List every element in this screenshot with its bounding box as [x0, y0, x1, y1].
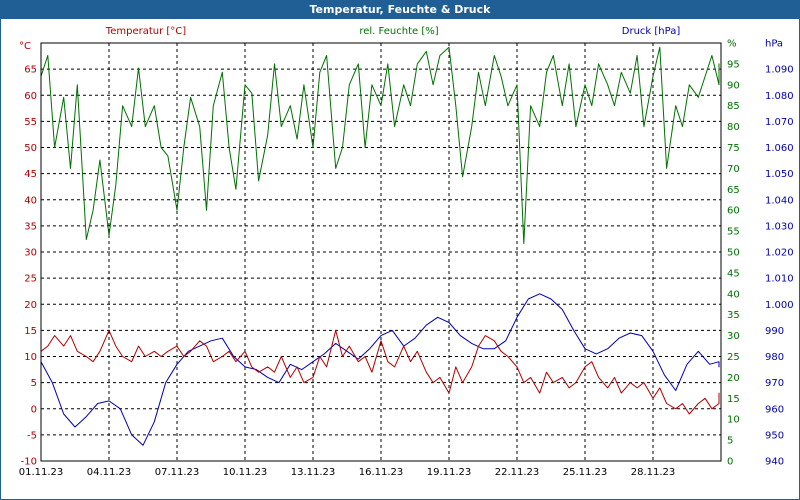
temperature-tick-label: 40: [24, 195, 37, 206]
humidity-tick-label: 5: [727, 436, 733, 447]
pressure-tick-label: 1.000: [765, 300, 794, 311]
temperature-tick-label: -10: [21, 457, 37, 468]
temperature-tick-label: 10: [24, 352, 37, 363]
humidity-tick-label: 50: [727, 248, 740, 259]
humidity-tick-label: 25: [727, 352, 740, 363]
humidity-tick-label: 95: [727, 59, 740, 70]
temperature-tick-label: -5: [27, 430, 37, 441]
temperature-axis: -10 -5 0 5 10 15 20 25 30 35 40 45 50 55 60 65: [21, 65, 37, 468]
pressure-tick-label: 950: [765, 430, 784, 441]
pressure-tick-label: 1.040: [765, 195, 794, 206]
humidity-tick-label: 85: [727, 101, 740, 112]
x-tick-label: 22.11.23: [495, 467, 540, 478]
temperature-tick-label: 60: [24, 91, 37, 102]
temperature-tick-label: 65: [24, 65, 37, 76]
x-tick-label: 07.11.23: [155, 467, 200, 478]
x-tick-label: 13.11.23: [291, 467, 336, 478]
temperature-tick-label: 20: [24, 300, 37, 311]
humidity-axis-label: rel. Feuchte [%]: [359, 26, 438, 37]
humidity-tick-label: 15: [727, 394, 740, 405]
temperature-unit-label: °C: [19, 41, 31, 52]
x-tick-label: 04.11.23: [87, 467, 132, 478]
humidity-tick-label: 0: [727, 457, 733, 468]
temperature-tick-label: 50: [24, 143, 37, 154]
chart-canvas: -10 -5 0 5 10 15 20 25 30 35 40 45 50 55 60 65 0 5 10 15 20…: [19, 26, 794, 478]
humidity-tick-label: %: [727, 39, 737, 50]
humidity-tick-label: 80: [727, 122, 740, 133]
temperature-axis-label: Temperatur [°C]: [105, 26, 186, 37]
humidity-tick-label: 40: [727, 289, 740, 300]
temperature-tick-label: 35: [24, 221, 37, 232]
plot-frame: [40, 42, 722, 462]
pressure-tick-label: 970: [765, 378, 784, 389]
temperature-tick-label: 25: [24, 274, 37, 285]
pressure-tick-label: 1.070: [765, 117, 794, 128]
pressure-tick-label: 990: [765, 326, 784, 337]
x-tick-label: 10.11.23: [223, 467, 268, 478]
humidity-tick-label: 35: [727, 310, 740, 321]
humidity-series-line: [40, 46, 720, 245]
humidity-tick-label: 60: [727, 206, 740, 217]
humidity-tick-label: 20: [727, 373, 740, 384]
x-tick-label: 16.11.23: [359, 467, 404, 478]
humidity-tick-label: 30: [727, 331, 740, 342]
pressure-tick-label: 940: [765, 457, 784, 468]
x-axis: 01.11.23 04.11.23 07.11.23 10.11.23 13.11.23…: [19, 467, 676, 478]
pressure-tick-label: 1.020: [765, 248, 794, 259]
pressure-axis: 940 950 960 970 980 990 1.000 1.010 1.020 1.030 1.…: [765, 39, 794, 468]
temperature-tick-label: 45: [24, 169, 37, 180]
x-tick-label: 28.11.23: [631, 467, 676, 478]
pressure-axis-label: Druck [hPa]: [622, 26, 681, 37]
temperature-tick-label: 55: [24, 117, 37, 128]
humidity-tick-label: 90: [727, 80, 740, 91]
temperature-tick-label: 15: [24, 326, 37, 337]
humidity-tick-label: 70: [727, 164, 740, 175]
x-tick-label: 25.11.23: [563, 467, 608, 478]
pressure-tick-label: 1.080: [765, 91, 794, 102]
x-tick-label: 19.11.23: [427, 467, 472, 478]
humidity-tick-label: 55: [727, 227, 740, 238]
pressure-tick-label: hPa: [765, 39, 783, 50]
series-group: [40, 46, 720, 446]
x-tick-label: 01.11.23: [19, 467, 64, 478]
humidity-tick-label: 45: [727, 268, 740, 279]
humidity-tick-label: 75: [727, 143, 740, 154]
pressure-tick-label: 1.060: [765, 143, 794, 154]
humidity-axis: 0 5 10 15 20 25 30 35 40 45 50 55 60 65 70 75 80 85 90 95%: [727, 39, 740, 468]
temperature-tick-label: 5: [31, 378, 37, 389]
temperature-tick-label: 0: [31, 404, 37, 415]
pressure-tick-label: 1.030: [765, 221, 794, 232]
pressure-tick-label: 1.090: [765, 65, 794, 76]
pressure-tick-label: 960: [765, 404, 784, 415]
temperature-tick-label: 30: [24, 248, 37, 259]
grid: [41, 43, 721, 461]
pressure-series-line: [40, 293, 720, 446]
temperature-series-line: [40, 329, 720, 415]
humidity-tick-label: 65: [727, 185, 740, 196]
pressure-tick-label: 1.010: [765, 274, 794, 285]
pressure-tick-label: 980: [765, 352, 784, 363]
humidity-tick-label: 10: [727, 415, 740, 426]
pressure-tick-label: 1.050: [765, 169, 794, 180]
window-title: Temperatur, Feuchte & Druck: [1, 1, 799, 19]
